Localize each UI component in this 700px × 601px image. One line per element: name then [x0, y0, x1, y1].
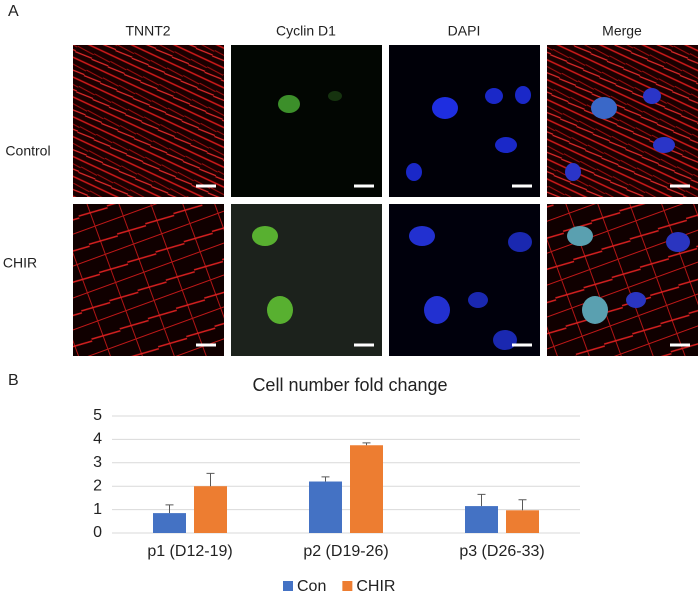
legend-swatch — [342, 581, 353, 591]
y-tick-label: 5 — [93, 407, 102, 424]
y-tick-label: 2 — [93, 477, 102, 494]
image-tnnt2 — [73, 45, 224, 197]
nucleus — [328, 91, 342, 101]
nucleus — [582, 296, 608, 324]
column-header: Merge — [602, 23, 642, 39]
bar — [465, 506, 498, 533]
nucleus — [495, 137, 517, 153]
nucleus — [565, 163, 581, 181]
nucleus — [468, 292, 488, 308]
nucleus — [626, 292, 646, 308]
error-bar — [321, 476, 330, 482]
nucleus — [643, 88, 661, 104]
bar — [194, 486, 227, 533]
nucleus — [493, 330, 517, 350]
y-tick-label: 0 — [93, 524, 102, 541]
nucleus — [666, 232, 690, 252]
nucleus — [567, 226, 593, 246]
image-cyclin — [231, 45, 382, 197]
row-label: Control — [5, 143, 50, 159]
error-bar — [518, 499, 527, 511]
error-bar — [362, 442, 371, 446]
panel-label: A — [8, 3, 19, 20]
nucleus — [508, 232, 532, 252]
nucleus — [485, 88, 503, 104]
bar — [350, 445, 383, 533]
nucleus — [653, 137, 675, 153]
image-dapi — [389, 204, 540, 356]
column-header: DAPI — [448, 23, 481, 39]
nucleus — [432, 97, 458, 119]
column-header: TNNT2 — [125, 23, 170, 39]
x-tick-label: p2 (D19-26) — [303, 543, 388, 560]
image-cyclin — [231, 204, 382, 356]
row-label: CHIR — [3, 255, 37, 271]
scale-bars — [196, 184, 690, 347]
micrographs — [73, 45, 698, 356]
nucleus — [252, 226, 278, 246]
error-bar — [165, 504, 174, 514]
bar — [153, 513, 186, 533]
image-tnnt2 — [73, 204, 224, 356]
legend-swatch — [283, 581, 293, 591]
legend-label: CHIR — [356, 578, 395, 595]
legend-label: Con — [297, 578, 326, 595]
y-tick-label: 1 — [93, 501, 102, 518]
chart-title: Cell number fold change — [252, 375, 447, 395]
bar — [309, 481, 342, 533]
nucleus — [424, 296, 450, 324]
panel-label: B — [8, 372, 19, 389]
error-bar — [477, 493, 486, 507]
nucleus — [267, 296, 293, 324]
nucleus — [409, 226, 435, 246]
nucleus — [515, 86, 531, 104]
nucleus — [278, 95, 300, 113]
y-tick-label: 4 — [93, 431, 102, 448]
nucleus — [406, 163, 422, 181]
image-merge — [547, 204, 698, 356]
nucleus — [591, 97, 617, 119]
y-tick-label: 3 — [93, 454, 102, 471]
error-bar — [206, 472, 215, 487]
x-tick-label: p3 (D26-33) — [459, 543, 544, 560]
x-tick-label: p1 (D12-19) — [147, 543, 232, 560]
column-header: Cyclin D1 — [276, 23, 336, 39]
bar — [506, 510, 539, 533]
